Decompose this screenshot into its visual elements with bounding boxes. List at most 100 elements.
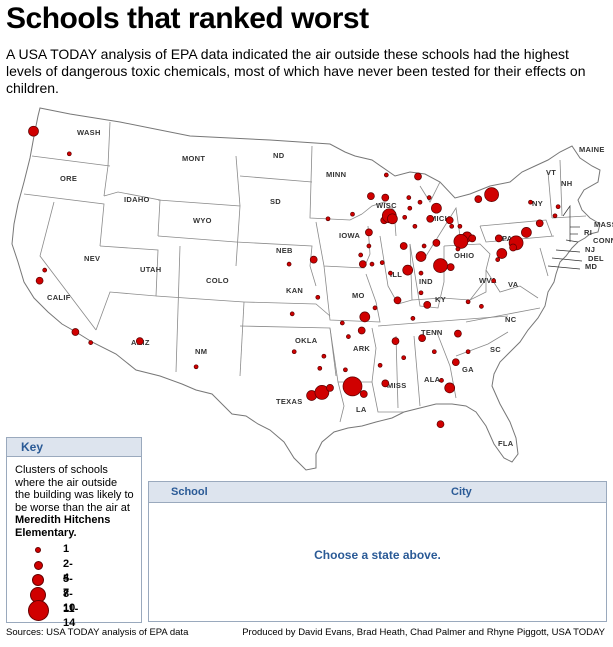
state-label-tenn[interactable]: TENN <box>421 328 443 337</box>
school-cluster-dot[interactable] <box>457 223 463 229</box>
school-cluster-dot[interactable] <box>369 261 375 267</box>
school-cluster-dot[interactable] <box>383 172 389 178</box>
school-cluster-dot[interactable] <box>555 204 561 210</box>
state-label-wyo[interactable]: WYO <box>193 216 212 225</box>
school-clusters[interactable] <box>28 125 561 429</box>
school-cluster-dot[interactable] <box>509 243 517 252</box>
school-cluster-dot[interactable] <box>410 316 416 321</box>
school-cluster-dot[interactable] <box>358 252 364 258</box>
school-cluster-dot[interactable] <box>432 239 441 247</box>
school-cluster-dot[interactable] <box>381 379 390 388</box>
school-cluster-dot[interactable] <box>479 304 484 309</box>
school-cluster-dot[interactable] <box>359 311 371 323</box>
school-cluster-dot[interactable] <box>358 260 367 268</box>
state-label-md[interactable]: MD <box>585 262 598 271</box>
school-cluster-dot[interactable] <box>66 151 72 157</box>
school-cluster-dot[interactable] <box>325 216 331 222</box>
school-cluster-dot[interactable] <box>521 227 532 238</box>
state-label-mich[interactable]: MICH <box>430 214 450 223</box>
school-cluster-dot[interactable] <box>465 299 471 305</box>
school-cluster-dot[interactable] <box>350 211 355 217</box>
state-label-nev[interactable]: NEV <box>84 254 100 263</box>
school-cluster-dot[interactable] <box>454 329 462 338</box>
school-cluster-dot[interactable] <box>436 420 445 429</box>
state-label-miss[interactable]: MISS <box>387 381 407 390</box>
school-cluster-dot[interactable] <box>484 187 499 202</box>
school-cluster-dot[interactable] <box>381 193 390 202</box>
state-label-colo[interactable]: COLO <box>206 276 229 285</box>
school-cluster-dot[interactable] <box>491 278 496 284</box>
school-cluster-dot[interactable] <box>343 367 348 373</box>
school-cluster-dot[interactable] <box>439 378 444 383</box>
school-cluster-dot[interactable] <box>552 213 558 219</box>
state-label-ri[interactable]: RI <box>584 228 592 237</box>
school-cluster-dot[interactable] <box>359 390 368 398</box>
school-cluster-dot[interactable] <box>135 337 144 345</box>
school-cluster-dot[interactable] <box>387 213 398 225</box>
school-cluster-dot[interactable] <box>314 385 330 400</box>
us-map[interactable]: WASHORECALIFIDAHONEVMONTWYOUTAHARIZCOLON… <box>0 86 613 486</box>
school-cluster-dot[interactable] <box>88 340 94 345</box>
school-cluster-dot[interactable] <box>418 290 424 296</box>
school-cluster-dot[interactable] <box>317 365 323 371</box>
school-cluster-dot[interactable] <box>426 195 432 200</box>
state-label-fla[interactable]: FLA <box>498 439 514 448</box>
state-label-wva[interactable]: WVA <box>479 276 497 285</box>
school-cluster-dot[interactable] <box>315 294 321 300</box>
state-label-neb[interactable]: NEB <box>276 246 293 255</box>
state-shapes[interactable] <box>11 107 601 471</box>
school-cluster-dot[interactable] <box>372 305 378 311</box>
state-label-va[interactable]: VA <box>508 280 519 289</box>
state-label-ore[interactable]: ORE <box>60 174 77 183</box>
school-cluster-dot[interactable] <box>289 311 295 317</box>
school-cluster-dot[interactable] <box>346 334 351 339</box>
state-label-mass[interactable]: MASS <box>594 220 613 229</box>
school-cluster-dot[interactable] <box>377 362 383 368</box>
school-cluster-dot[interactable] <box>42 267 48 273</box>
school-cluster-dot[interactable] <box>415 251 427 262</box>
school-cluster-dot[interactable] <box>401 355 407 361</box>
school-cluster-dot[interactable] <box>528 199 533 205</box>
state-label-idaho[interactable]: IDAHO <box>124 195 150 204</box>
school-cluster-dot[interactable] <box>342 376 363 397</box>
state-label-nh[interactable]: NH <box>561 179 572 188</box>
school-cluster-dot[interactable] <box>326 384 334 392</box>
school-cluster-dot[interactable] <box>365 228 373 237</box>
school-cluster-dot[interactable] <box>407 205 413 211</box>
school-cluster-dot[interactable] <box>445 216 454 225</box>
state-label-ky[interactable]: KY <box>435 295 446 304</box>
school-cluster-dot[interactable] <box>535 219 544 228</box>
school-cluster-dot[interactable] <box>474 195 483 203</box>
state-label-ala[interactable]: ALA <box>424 375 441 384</box>
state-label-ill[interactable]: ILL <box>390 270 402 279</box>
school-cluster-dot[interactable] <box>309 255 318 264</box>
school-cluster-dot[interactable] <box>421 243 427 249</box>
school-cluster-dot[interactable] <box>357 326 366 335</box>
school-cluster-dot[interactable] <box>71 328 80 336</box>
school-cluster-dot[interactable] <box>366 243 372 249</box>
school-cluster-dot[interactable] <box>28 125 39 137</box>
school-cluster-dot[interactable] <box>444 382 456 394</box>
state-label-ohio[interactable]: OHIO <box>454 251 474 260</box>
state-label-ga[interactable]: GA <box>462 365 474 374</box>
state-label-nd[interactable]: ND <box>273 151 285 160</box>
state-label-sc[interactable]: SC <box>490 345 501 354</box>
school-cluster-dot[interactable] <box>418 334 426 342</box>
school-cluster-dot[interactable] <box>431 202 442 214</box>
school-cluster-dot[interactable] <box>468 234 477 243</box>
school-cluster-dot[interactable] <box>388 270 393 276</box>
school-cluster-dot[interactable] <box>431 349 437 355</box>
state-label-mo[interactable]: MO <box>352 291 365 300</box>
state-label-texas[interactable]: TEXAS <box>276 397 303 406</box>
school-cluster-dot[interactable] <box>286 261 292 267</box>
school-cluster-dot[interactable] <box>494 234 503 243</box>
school-cluster-dot[interactable] <box>496 248 508 259</box>
school-cluster-dot[interactable] <box>418 270 424 276</box>
school-cluster-dot[interactable] <box>291 349 297 355</box>
state-label-utah[interactable]: UTAH <box>140 265 161 274</box>
state-label-la[interactable]: LA <box>356 405 367 414</box>
school-cluster-dot[interactable] <box>399 242 408 250</box>
school-cluster-dot[interactable] <box>379 260 385 265</box>
school-cluster-dot[interactable] <box>412 223 418 229</box>
